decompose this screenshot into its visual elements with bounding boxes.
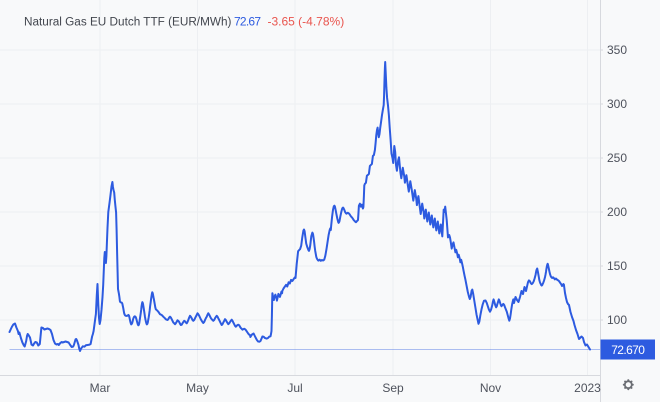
svg-text:150: 150	[607, 259, 627, 273]
svg-text:350: 350	[607, 43, 627, 57]
svg-text:Mar: Mar	[90, 381, 111, 395]
svg-text:Sep: Sep	[382, 381, 404, 395]
svg-text:300: 300	[607, 97, 627, 111]
svg-text:200: 200	[607, 205, 627, 219]
svg-text:May: May	[186, 381, 209, 395]
svg-text:72.67: 72.67	[234, 15, 261, 29]
svg-text:Nov: Nov	[480, 381, 501, 395]
svg-text:-3.65 (-4.78%): -3.65 (-4.78%)	[268, 15, 345, 29]
svg-text:72.670: 72.670	[611, 343, 645, 357]
svg-text:100: 100	[607, 313, 627, 327]
svg-text:Jul: Jul	[287, 381, 302, 395]
svg-text:250: 250	[607, 151, 627, 165]
svg-text:Natural Gas EU Dutch TTF (EUR/: Natural Gas EU Dutch TTF (EUR/MWh)	[24, 16, 231, 29]
svg-text:2023: 2023	[574, 381, 601, 395]
